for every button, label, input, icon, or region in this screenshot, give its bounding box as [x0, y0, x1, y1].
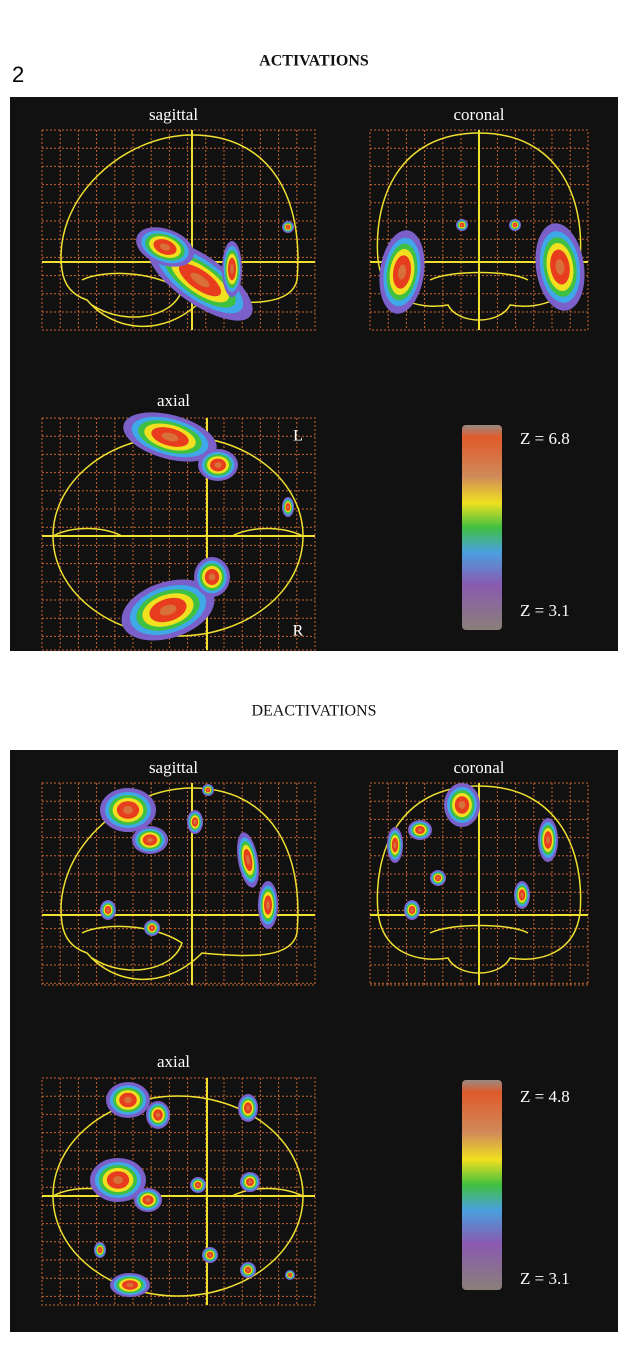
activation-blob — [266, 900, 270, 910]
activation-blob — [159, 604, 177, 616]
activation-blob — [513, 223, 517, 227]
activation-blob — [106, 908, 110, 912]
grid-frame — [41, 1077, 316, 1306]
activation-blob — [208, 573, 216, 581]
activation-blob — [146, 837, 154, 843]
view-label: coronal — [454, 105, 505, 124]
activation-blob — [208, 1253, 212, 1257]
activation-blob — [159, 243, 171, 251]
view-label: coronal — [454, 758, 505, 777]
panel-background — [10, 97, 618, 651]
activation-blob — [122, 806, 134, 814]
panel-background — [10, 750, 618, 1332]
activation-blob — [193, 819, 197, 825]
activation-blob — [393, 841, 397, 849]
activation-blob — [155, 1112, 161, 1118]
view-label: sagittal — [149, 105, 198, 124]
activation-blob — [150, 926, 154, 930]
panel: sagittal coronal axial Z = 4.8 Z = 3.1 — [10, 750, 618, 1332]
activation-blob — [246, 1268, 250, 1272]
activation-blob — [124, 1096, 132, 1104]
activation-blob — [555, 259, 565, 275]
activation-blob — [520, 892, 524, 898]
activation-blob — [286, 505, 290, 509]
scale-max-label: Z = 4.8 — [520, 1087, 570, 1106]
figure-number: 2 — [12, 62, 24, 87]
color-scale — [462, 425, 502, 630]
activation-blob — [161, 432, 179, 442]
view-label: axial — [157, 391, 190, 410]
scale-min-label: Z = 3.1 — [520, 601, 570, 620]
panel: sagittal coronal axial L R Z = 6.8 Z = 3.1 — [10, 97, 618, 651]
activation-blob — [458, 801, 466, 809]
activation-blob — [206, 788, 210, 792]
activation-blob — [546, 836, 550, 844]
activation-blob — [246, 1105, 250, 1111]
panel-title: DEACTIVATIONS — [251, 703, 376, 720]
activation-blob — [190, 272, 210, 288]
activation-blob — [230, 263, 234, 275]
activation-blob — [289, 1274, 291, 1276]
activation-blob — [286, 225, 290, 229]
activation-blob — [417, 828, 423, 832]
grid-frame — [41, 129, 316, 331]
brain-outline — [60, 134, 299, 328]
activation-blob — [145, 1197, 151, 1203]
orientation-label: R — [293, 623, 304, 640]
brain-outline — [52, 527, 304, 537]
activation-blob — [126, 1282, 134, 1288]
panel-title: ACTIVATIONS — [259, 53, 369, 70]
brain-outline — [81, 925, 183, 971]
activation-blob — [436, 876, 440, 880]
color-scale — [462, 1080, 502, 1290]
activation-blob — [397, 264, 407, 280]
orientation-label: L — [293, 428, 303, 445]
scale-max-label: Z = 6.8 — [520, 429, 570, 448]
view-label: axial — [157, 1052, 190, 1071]
activation-blob — [248, 1180, 252, 1184]
activation-blob — [460, 223, 464, 227]
activation-blob — [98, 1248, 102, 1252]
activation-blob — [196, 1183, 200, 1187]
grid-frame — [41, 782, 316, 986]
scale-min-label: Z = 3.1 — [520, 1269, 570, 1288]
view-label: sagittal — [149, 758, 198, 777]
activation-blob — [214, 462, 222, 468]
activation-blob — [246, 855, 250, 865]
activation-blob — [112, 1176, 124, 1184]
activation-blob — [410, 908, 414, 912]
